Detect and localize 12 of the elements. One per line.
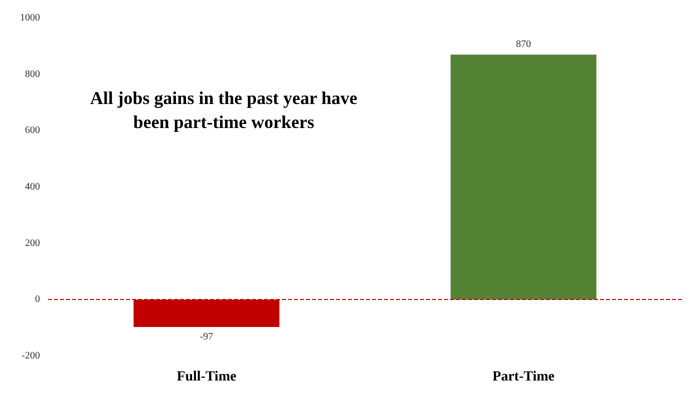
y-tick-label: 200 (25, 238, 40, 249)
y-tick-label: 0 (35, 294, 40, 306)
data-label: -97 (200, 331, 214, 342)
data-label: 870 (516, 39, 531, 50)
y-tick-label: 1000 (20, 12, 40, 24)
y-tick-label: 600 (25, 125, 40, 136)
annotation: All jobs gains in the past year have been part-time workers (90, 88, 358, 132)
x-tick-label: Part-Time (492, 370, 554, 384)
x-tick-label: Full-Time (176, 370, 236, 384)
y-tick-label: -200 (22, 350, 40, 362)
y-tick-label: 800 (25, 68, 40, 80)
y-tick-label: 400 (25, 182, 40, 192)
